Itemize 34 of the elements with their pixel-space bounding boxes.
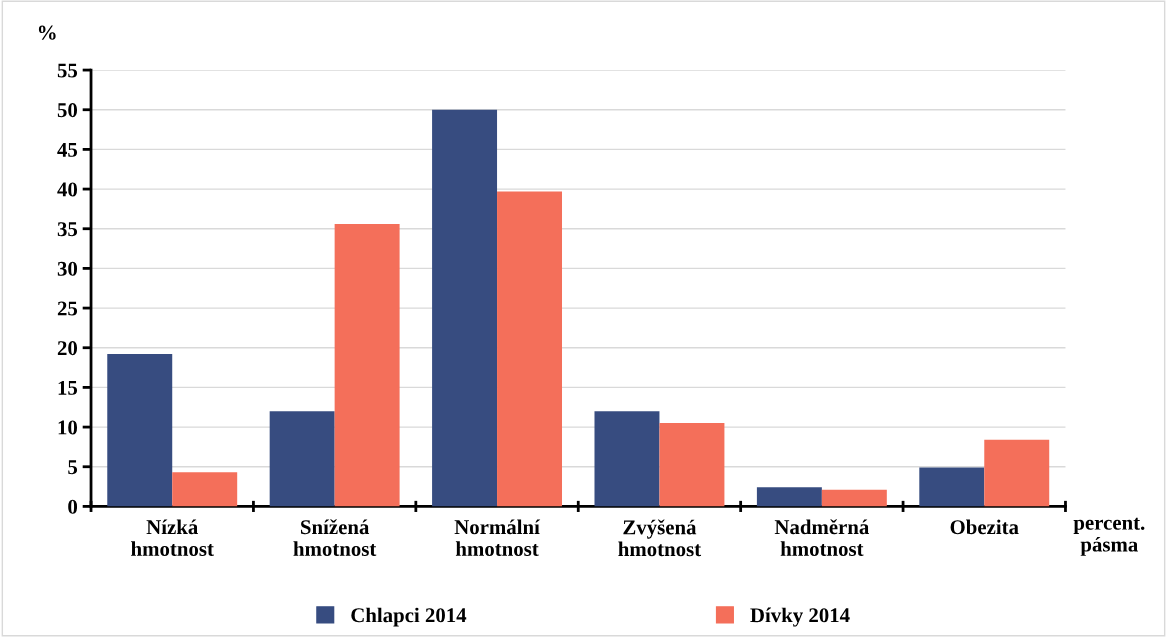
bar: [269, 411, 335, 507]
bar: [594, 411, 660, 507]
y-tick-label: 35: [57, 222, 78, 237]
bar: [432, 109, 498, 507]
bar: [821, 489, 887, 507]
y-tick-label: 40: [57, 182, 78, 197]
x-tick-label: Normální hmotnost: [454, 519, 541, 556]
y-tick-label: 45: [57, 142, 78, 157]
x-tick-label: Snížená hmotnost: [293, 519, 377, 556]
bar: [497, 191, 563, 507]
x-tick-label: Zvýšená hmotnost: [618, 519, 702, 557]
bar: [756, 487, 822, 507]
bar: [919, 467, 985, 507]
y-tick-label: 10: [58, 420, 78, 435]
y-tick-label: 20: [57, 341, 78, 356]
x-tick-label: Nadměrná hmotnost: [774, 519, 869, 556]
bar: [984, 439, 1050, 507]
y-tick-label: 50: [57, 103, 78, 118]
bar: [107, 354, 173, 507]
x-axis-title: percent. pásma: [1073, 517, 1145, 556]
bar: [334, 223, 400, 507]
bar: [172, 472, 238, 507]
y-tick-label: 30: [57, 261, 78, 276]
y-tick-label: 5: [68, 460, 78, 475]
y-tick-label: 55: [57, 63, 78, 78]
x-tick-label: Obezita: [950, 519, 1019, 535]
y-tick-label: 0: [68, 499, 78, 514]
x-tick-label: Nízká hmotnost: [131, 519, 214, 556]
y-tick-label: 15: [58, 380, 78, 395]
legend-label: Chlapci 2014: [351, 607, 467, 627]
bar: [659, 423, 725, 507]
y-axis-title: %: [38, 25, 56, 40]
legend-label: Dívky 2014: [750, 607, 850, 627]
y-tick-label: 25: [57, 301, 78, 316]
